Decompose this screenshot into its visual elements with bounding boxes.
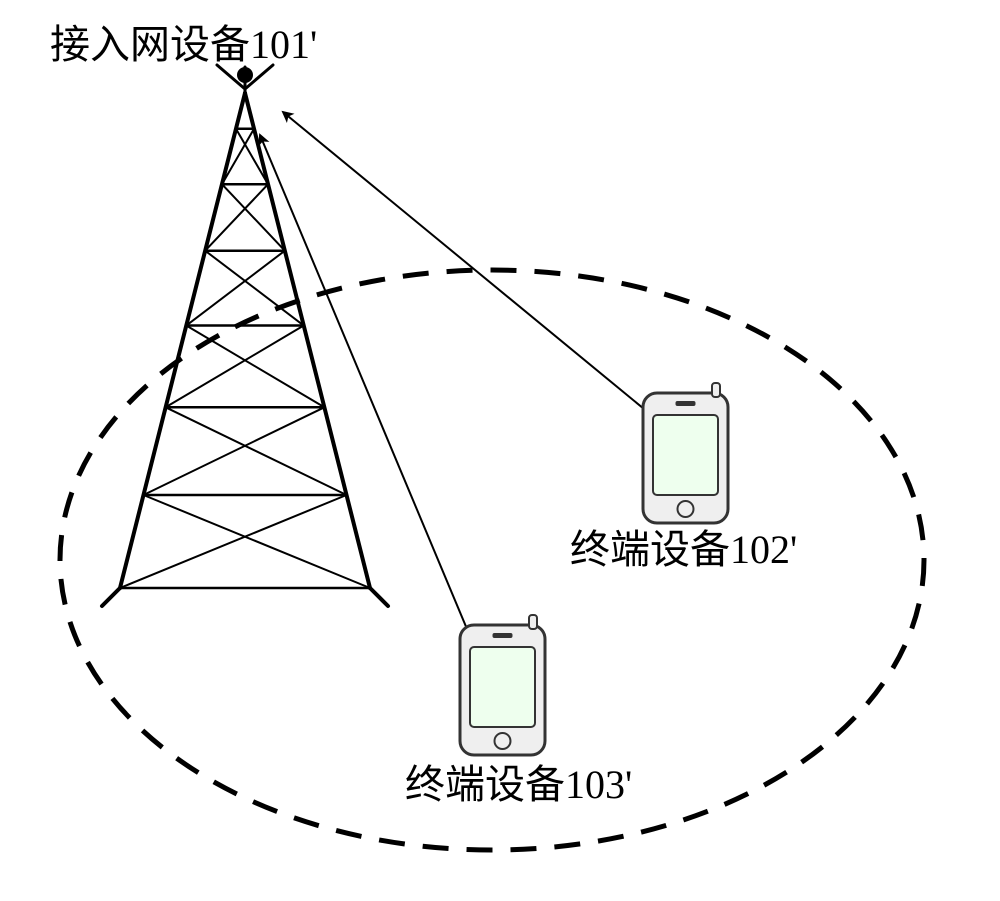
uplink-arrow-1 — [283, 112, 655, 418]
terminal-device-103-label: 终端设备103' — [405, 752, 632, 810]
terminal-device-102-label: 终端设备102' — [570, 517, 797, 575]
diagram-canvas: 接入网设备101' 终端设备102' 终端设备103' — [0, 0, 1000, 901]
terminal-device-102-icon — [643, 383, 728, 523]
terminal-device-103-icon — [460, 615, 545, 755]
access-network-device-label: 接入网设备101' — [50, 12, 317, 70]
